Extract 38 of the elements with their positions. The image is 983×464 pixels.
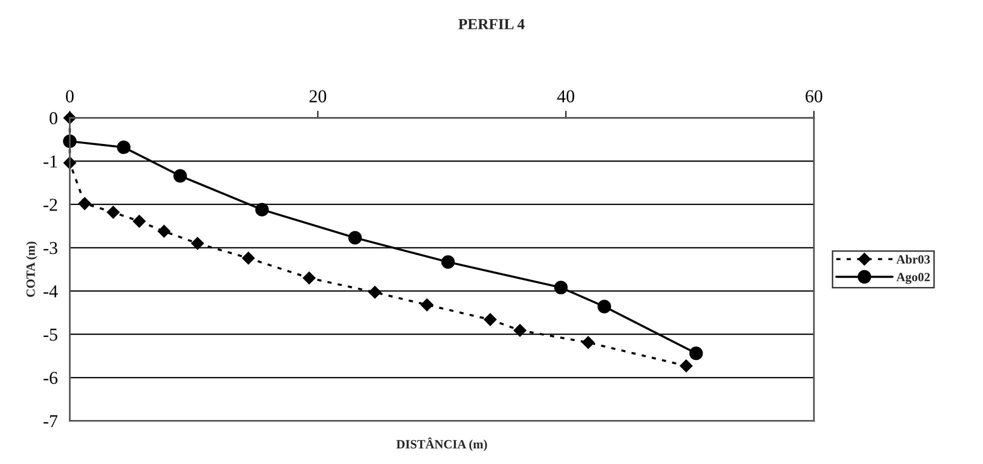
point (554, 280, 568, 294)
y-tick-label: -7 (44, 415, 58, 428)
point (116, 140, 131, 154)
point (302, 272, 316, 284)
chart-title: PERFIL 4 (458, 19, 525, 30)
y-tick-label: -2 (44, 198, 57, 211)
point (680, 359, 693, 372)
y-tick-label: -1 (44, 155, 57, 168)
y-tick-label: -6 (44, 372, 58, 384)
point (484, 313, 497, 326)
point (106, 206, 120, 219)
point (173, 169, 187, 183)
point (132, 214, 146, 228)
x-tick-label: 40 (557, 90, 574, 102)
y-tick-label: 0 (50, 112, 58, 124)
point (441, 255, 455, 269)
y-axis-title: COTA (m) (26, 242, 38, 297)
x-tick-label: 20 (310, 90, 326, 102)
point (420, 298, 434, 312)
x-axis-title: DISTÂNCIA (m) (396, 438, 487, 451)
x-tick-label: 0 (66, 90, 74, 102)
legend-label: Ago02 (896, 272, 930, 284)
point (582, 336, 595, 349)
point (348, 230, 362, 245)
point (514, 324, 526, 337)
point (689, 346, 703, 360)
point (78, 197, 92, 210)
point (368, 286, 382, 299)
point (598, 300, 612, 314)
legend-label: Abr03 (896, 254, 930, 264)
x-tick-label: 60 (806, 90, 822, 102)
y-tick-label: -3 (44, 242, 58, 254)
point (255, 202, 269, 216)
point (191, 236, 204, 250)
y-tick-label: -5 (44, 328, 58, 341)
point (158, 224, 170, 238)
y-tick-label: -4 (44, 285, 58, 298)
point (242, 252, 255, 265)
